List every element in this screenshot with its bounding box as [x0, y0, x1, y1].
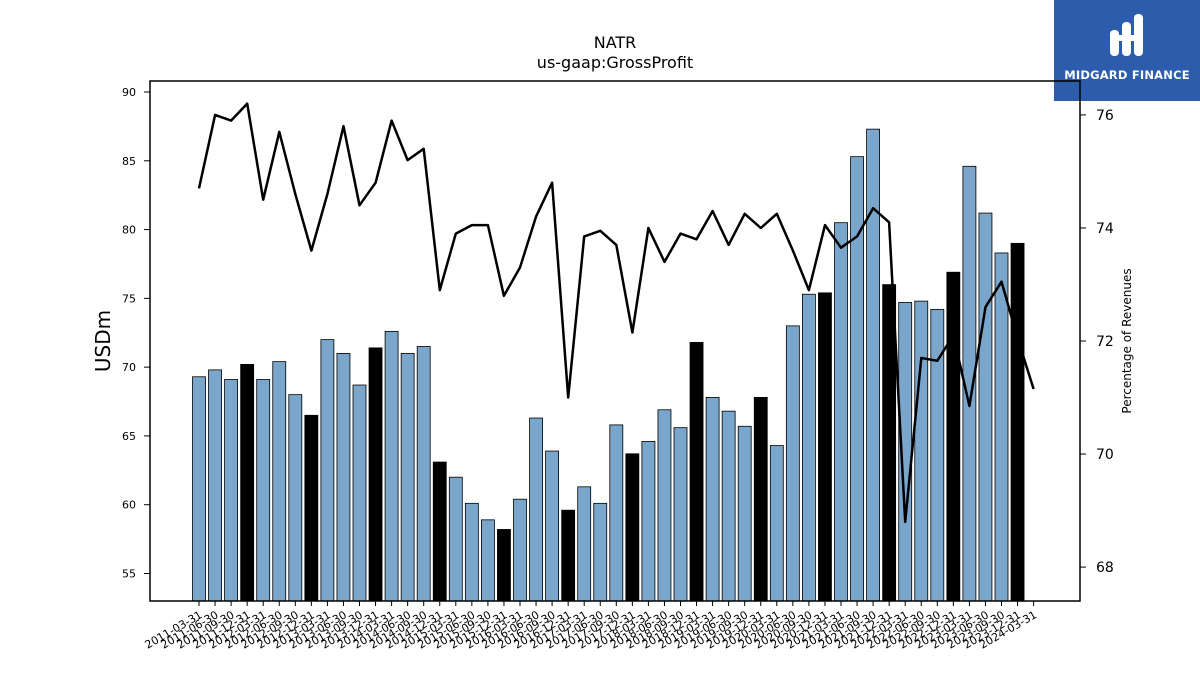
- bar-2017-03-31: [577, 486, 592, 602]
- y-axis-label: USDm: [91, 310, 115, 372]
- y-axis-left: 55 60 65 70 75 80 85 90: [122, 86, 150, 580]
- bar-2014-12-31: [432, 461, 447, 602]
- logo: MIDGARD FINANCE: [1054, 0, 1200, 101]
- bar-2019-12-31: [753, 397, 768, 602]
- bar-2020-12-31: [818, 292, 832, 602]
- bar-2016-06-30: [529, 417, 543, 602]
- y-axis-right: 68 70 72 74 76: [1080, 108, 1114, 576]
- bar-2011-06-30: [208, 369, 222, 602]
- y-tick-label: 70: [122, 361, 136, 374]
- bar-2018-06-30: [657, 409, 672, 602]
- bar-2023-09-30: [994, 252, 1009, 602]
- y-tick-label: 85: [122, 155, 136, 168]
- y-tick-label: 75: [122, 292, 136, 305]
- y-tick-label: 60: [122, 499, 136, 512]
- y-tick-label: 90: [122, 86, 136, 99]
- bar-2017-06-30: [593, 502, 608, 602]
- bar-series: [192, 128, 1025, 602]
- bar-2013-09-30: [352, 384, 367, 602]
- bar-2013-12-31: [368, 347, 383, 602]
- bar-2017-09-30: [609, 424, 624, 602]
- bar-2011-09-30: [224, 379, 239, 602]
- bar-2015-12-31: [497, 529, 511, 602]
- line-series: [197, 102, 1035, 524]
- gross-margin-line: [197, 102, 1035, 524]
- bar-2011-12-31: [240, 363, 255, 602]
- bar-2023-06-30: [978, 212, 993, 602]
- bar-2012-12-31: [304, 414, 319, 602]
- y2-tick-label: 72: [1096, 334, 1114, 350]
- bar-2014-03-31: [384, 330, 399, 602]
- bar-2012-06-30: [272, 361, 287, 602]
- y2-tick-label: 70: [1096, 447, 1114, 463]
- y2-axis-label: Percentage of Revenues: [1120, 268, 1134, 413]
- bar-2013-06-30: [336, 352, 351, 602]
- bar-2019-03-31: [705, 397, 720, 602]
- bar-2023-12-31: [1010, 242, 1025, 602]
- bar-2015-03-31: [448, 476, 463, 602]
- bar-2021-03-31: [834, 222, 848, 602]
- y2-tick-label: 74: [1096, 221, 1114, 237]
- bar-2015-06-30: [464, 502, 479, 602]
- plot-frame: [149, 80, 1081, 602]
- bar-2016-09-30: [545, 450, 559, 602]
- bar-2018-03-31: [641, 441, 656, 602]
- y-tick-label: 80: [122, 224, 136, 237]
- bar-2021-06-30: [850, 156, 864, 602]
- bar-2020-06-30: [785, 325, 800, 602]
- y-tick-label: 55: [122, 567, 136, 580]
- bar-2022-12-31: [946, 271, 961, 602]
- y-tick-label: 65: [122, 430, 136, 443]
- bar-2018-12-31: [689, 341, 704, 602]
- bar-2020-09-30: [802, 293, 816, 602]
- bar-2014-09-30: [416, 346, 431, 602]
- bar-2019-09-30: [737, 425, 752, 602]
- y2-tick-label: 68: [1096, 560, 1114, 576]
- bar-2018-09-30: [673, 427, 688, 602]
- bar-2017-12-31: [625, 453, 640, 602]
- bar-2019-06-30: [721, 410, 736, 602]
- bar-2012-03-31: [256, 379, 271, 602]
- y2-tick-label: 76: [1096, 108, 1114, 124]
- midgard-logo-icon: [1110, 14, 1143, 56]
- bar-2016-12-31: [561, 509, 576, 602]
- bar-2021-12-31: [882, 284, 897, 602]
- bar-2015-09-30: [480, 519, 495, 602]
- bar-2022-06-30: [914, 300, 929, 602]
- bar-2012-09-30: [288, 394, 303, 602]
- bar-2016-03-31: [513, 498, 527, 602]
- bar-2021-09-30: [866, 128, 880, 602]
- bar-2011-03-31: [192, 376, 206, 602]
- bar-2014-06-30: [400, 352, 415, 602]
- chart-title: NATR: [594, 33, 637, 52]
- logo-text: MIDGARD FINANCE: [1064, 68, 1190, 82]
- x-axis: 2011-03-312011-06-302011-09-302011-12-31…: [143, 601, 1039, 652]
- chart-subtitle: us-gaap:GrossProfit: [537, 53, 693, 72]
- bar-2013-03-31: [320, 339, 335, 602]
- bar-2020-03-31: [769, 445, 784, 602]
